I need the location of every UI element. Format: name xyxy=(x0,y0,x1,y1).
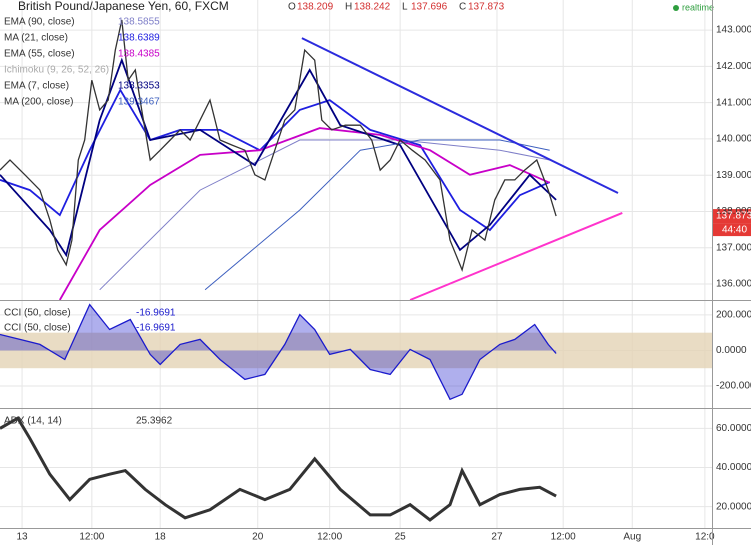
y-tick-label: 40.0000 xyxy=(716,462,751,473)
legend-value: 138.3353 xyxy=(118,81,160,92)
countdown-tag xyxy=(713,223,751,237)
grid-layer xyxy=(0,0,712,528)
y-tick-label: 137.000 xyxy=(716,242,751,253)
x-tick-label: 12:00 xyxy=(317,532,342,543)
countdown-label: 44:40 xyxy=(722,225,747,236)
cci-line xyxy=(0,303,557,401)
cci-band xyxy=(0,332,712,369)
adx-line xyxy=(0,416,557,522)
y-tick-label: 143.000 xyxy=(716,25,751,36)
last-price-label: 137.873 xyxy=(716,211,751,222)
indicator-line xyxy=(204,139,550,291)
ohlc-label: L xyxy=(402,2,408,13)
x-tick-label: Aug xyxy=(623,532,641,543)
x-tick-label: 13 xyxy=(17,532,29,543)
y-tick-label: 142.000 xyxy=(716,61,751,72)
x-tick-label: 12:0 xyxy=(695,532,715,543)
legend-value: 138.6389 xyxy=(118,33,160,44)
legend-name: EMA (90, close) xyxy=(4,17,75,28)
y-tick-label: 60.0000 xyxy=(716,423,751,434)
legend-value: 25.3962 xyxy=(136,416,173,427)
ohlc-value: 138.242 xyxy=(354,2,391,13)
indicator-line xyxy=(99,139,550,291)
ohlc-value: 138.209 xyxy=(297,2,334,13)
y-tick-label: 139.000 xyxy=(716,170,751,181)
legend-name: ADX (14, 14) xyxy=(4,416,62,427)
ohlc-label: O xyxy=(288,2,296,13)
cci-area xyxy=(0,304,557,400)
label-layer: 13 12:00 18 20 12:00 25 27 12:00 Aug 12:0 136.000 1… xyxy=(4,0,751,543)
x-tick-label: 27 xyxy=(491,532,503,543)
legend-name: MA (200, close) xyxy=(4,97,73,108)
ohlc-label: H xyxy=(345,2,352,13)
x-tick-label: 25 xyxy=(395,532,407,543)
y-tick-label: 136.000 xyxy=(716,279,751,290)
y-tick-label: 0.0000 xyxy=(716,345,747,356)
x-tick-label: 12:00 xyxy=(79,532,104,543)
last-price-tag xyxy=(713,209,751,224)
legend-name: CCI (50, close) xyxy=(4,308,71,319)
x-tick-label: 12:00 xyxy=(551,532,576,543)
legend-value: 138.5855 xyxy=(118,17,160,28)
trendline xyxy=(301,37,619,194)
indicator-line xyxy=(59,127,551,301)
legend-value: -16.9691 xyxy=(136,308,176,319)
trendline xyxy=(409,211,623,301)
chart-title: British Pound/Japanese Yen, 60, FXCM xyxy=(18,0,229,13)
y-tick-label: 141.000 xyxy=(716,97,751,108)
indicator-line xyxy=(0,88,551,232)
x-tick-label: 18 xyxy=(155,532,167,543)
y-tick-label: 20.0000 xyxy=(716,501,751,512)
legend-name: CCI (50, close) xyxy=(4,323,71,334)
legend-name: EMA (55, close) xyxy=(4,49,75,60)
legend-value: -16.9691 xyxy=(136,323,176,334)
legend-name: MA (21, close) xyxy=(4,33,68,44)
realtime-dot xyxy=(673,5,679,11)
price-line xyxy=(0,19,557,272)
y-tick-label: 140.000 xyxy=(716,134,751,145)
indicator-line xyxy=(0,57,557,258)
y-tick-label: 200.0000 xyxy=(716,310,751,321)
y-tick-label: -200.0000 xyxy=(716,381,751,392)
legend-hidden-study: Ichimoku (9, 26, 52, 26) xyxy=(4,65,109,76)
realtime-label: realtime xyxy=(682,2,714,12)
mark-layer xyxy=(0,19,751,522)
ohlc-value: 137.696 xyxy=(411,2,448,13)
legend-name: EMA (7, close) xyxy=(4,81,69,92)
ohlc-label: C xyxy=(459,2,466,13)
y-tick-label: 138.000 xyxy=(716,206,751,217)
ohlc-value: 137.873 xyxy=(468,2,505,13)
legend-value: 139.3467 xyxy=(118,97,160,108)
legend-value: 138.4385 xyxy=(118,49,160,60)
x-tick-label: 20 xyxy=(252,532,264,543)
